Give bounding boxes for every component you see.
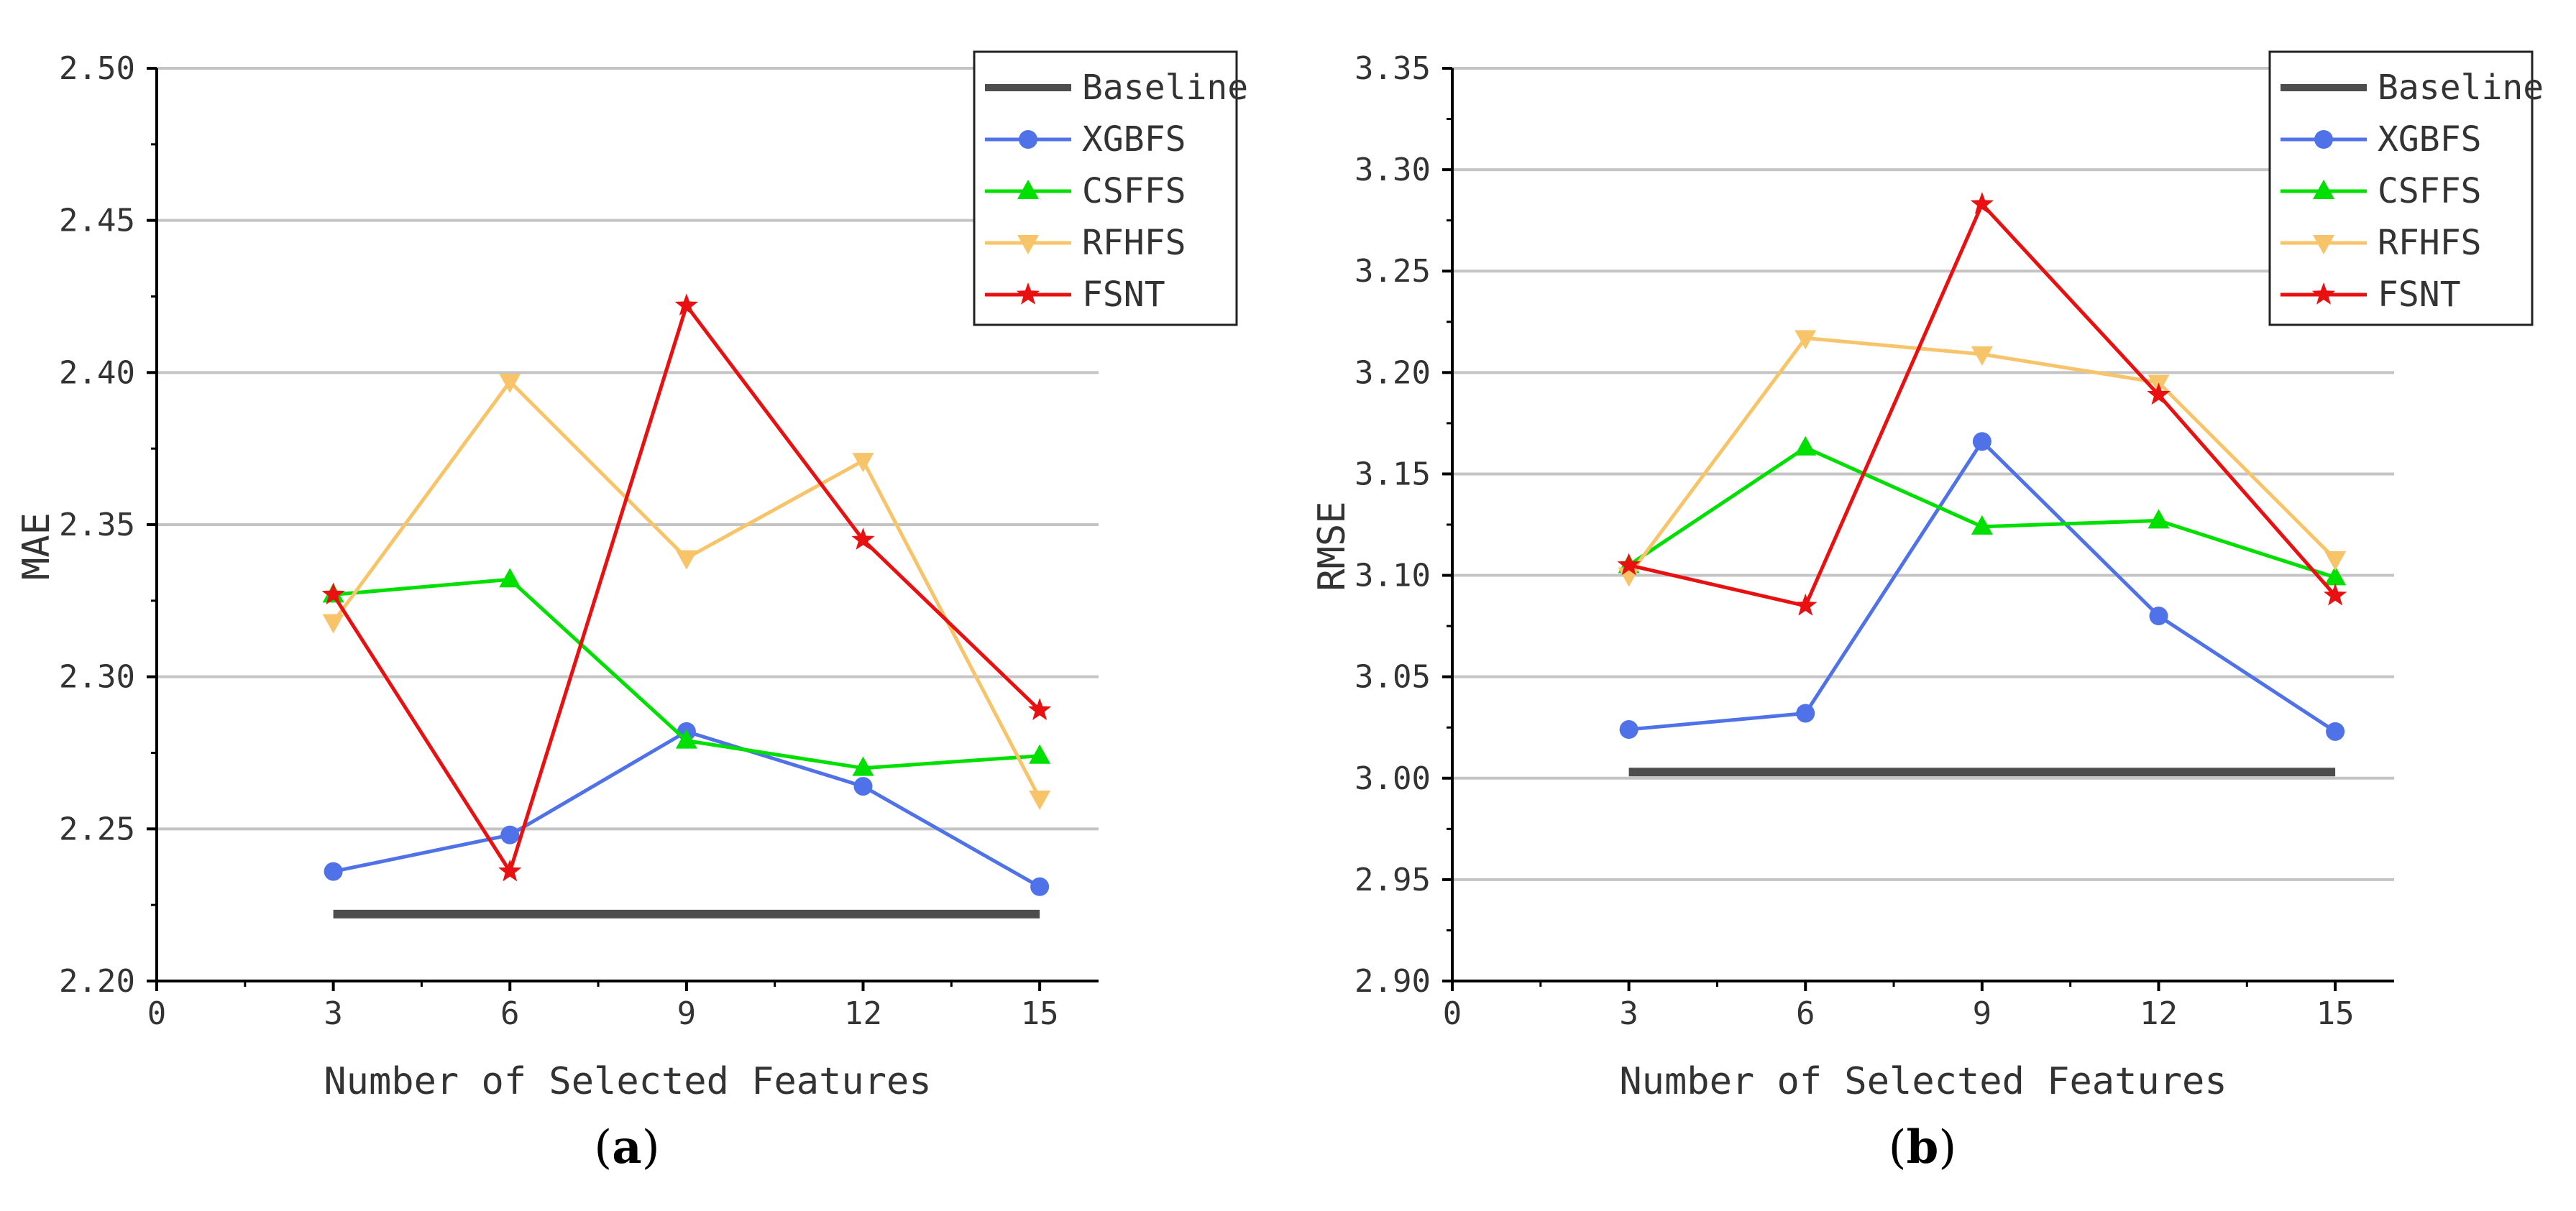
panel-b-point-fsnt — [1794, 593, 1818, 616]
panel-b-point-rfhfs — [2324, 551, 2347, 571]
panel-b-y-tick-label: 3.10 — [1355, 558, 1431, 594]
panel-b-y-tick-label: 2.95 — [1355, 862, 1431, 898]
panel-a-point-csffs — [1029, 744, 1051, 764]
panel-a-y-tick-label: 2.35 — [59, 507, 135, 543]
panel-b-y-tick-label: 3.25 — [1355, 253, 1431, 290]
panel-a-x-tick-label: 12 — [844, 995, 882, 1032]
panel-a-x-tick-label: 3 — [324, 995, 343, 1032]
panel-b-point-fsnt — [1617, 553, 1641, 576]
panel-b-point-xgbfs — [1972, 432, 1991, 451]
panel-b-legend-box — [2268, 50, 2534, 326]
panel-a-x-tick-label: 9 — [677, 995, 697, 1032]
panel-a-y-tick-label: 2.20 — [59, 963, 135, 1000]
panel-b-y-tick-label: 3.15 — [1355, 456, 1431, 492]
panel-b-legend-label-csffs: CSFFS — [2378, 171, 2482, 211]
panel-b-point-fsnt — [1970, 192, 1994, 214]
panel-b-y-tick-label: 3.35 — [1355, 50, 1431, 87]
panel-a-y-tick-label: 2.45 — [59, 203, 135, 239]
panel-a-point-rfhfs — [1029, 791, 1051, 810]
panel-b-point-csffs — [1971, 515, 1993, 535]
panel-b-y-tick-label: 2.90 — [1355, 963, 1431, 1000]
panel-a-legend-box — [973, 50, 1238, 326]
panel-b-legend-marker-rfhfs — [2313, 235, 2334, 254]
panel-b-x-tick-label: 15 — [2316, 995, 2355, 1032]
panel-a-series-line-fsnt — [331, 303, 1042, 874]
panel-b-label: (b) — [1889, 1120, 1957, 1174]
panel-b-x-tick-label: 3 — [1619, 995, 1638, 1032]
panel-b-x-tick-label: 6 — [1796, 995, 1815, 1032]
panel-a-point-rfhfs — [322, 614, 344, 634]
panel-b-point-xgbfs — [2149, 607, 2168, 625]
panel-a-y-tick-label: 2.25 — [59, 811, 135, 847]
panel-a-legend-marker-fsnt — [1016, 282, 1040, 305]
panel-b-y-tick-label: 3.20 — [1355, 354, 1431, 391]
panel-b-point-csffs — [2324, 566, 2347, 586]
panel-b-x-tick-label: 0 — [1443, 995, 1462, 1032]
panel-b-series-line-xgbfs — [1627, 439, 2337, 734]
panel-b-legend-label-baseline: Baseline — [2378, 68, 2544, 108]
panel-b-point-fsnt — [2147, 382, 2171, 405]
panel-a-point-rfhfs — [675, 550, 697, 570]
panel-b-x-tick-label: 9 — [1973, 995, 1992, 1032]
panel-a-point-csffs — [499, 568, 521, 588]
panel-b-legend-marker-xgbfs — [2314, 130, 2333, 149]
chart-panel-b: 2.90 2.95 3.00 3.05 3.10 3.15 3.20 3.25 3.30 3.35… — [1311, 50, 2544, 1174]
panel-b-x-tick-label: 12 — [2140, 995, 2178, 1032]
panel-a-point-fsnt — [851, 528, 875, 550]
panel-a-legend-marker-xgbfs — [1019, 130, 1037, 149]
panel-b-point-xgbfs — [1619, 720, 1638, 740]
panel-a-point-csffs — [675, 729, 697, 749]
panel-b-y-axis-title: RMSE — [1311, 501, 1354, 591]
panel-b-point-rfhfs — [1618, 567, 1640, 587]
panel-b-point-rfhfs — [1795, 330, 1817, 350]
panel-a-label: (a) — [594, 1120, 659, 1174]
panel-a-point-xgbfs — [1030, 877, 1050, 896]
panel-a-x-axis-title: Number of Selected Features — [324, 1060, 931, 1103]
panel-a-legend-label-baseline: Baseline — [1082, 68, 1248, 108]
panel-b-point-rfhfs — [1971, 346, 1993, 366]
panel-b-y-tick-label: 3.30 — [1355, 152, 1431, 188]
panel-b-y-tick-label: 3.00 — [1355, 760, 1431, 797]
panel-b-x-axis-title: Number of Selected Features — [1619, 1060, 2227, 1103]
panel-a-point-xgbfs — [853, 777, 873, 796]
panel-a-x-tick-label: 0 — [147, 995, 167, 1032]
panel-a-y-tick-label: 2.40 — [59, 354, 135, 391]
panel-b-point-csffs — [1795, 436, 1817, 456]
panel-b-legend-label-rfhfs: RFHFS — [2378, 223, 2482, 263]
chart-panel-a: 2.20 2.25 2.30 2.35 2.40 2.45 2.50 0 3 6 9 12 15 Numb… — [15, 50, 1248, 1174]
panel-a-x-tick-label: 15 — [1021, 995, 1059, 1032]
panel-b-series-line-fsnt — [1627, 202, 2337, 608]
panel-b-legend-label-fsnt: FSNT — [2378, 275, 2461, 315]
panel-a-series-line-xgbfs — [331, 729, 1042, 889]
panel-a-legend-marker-rfhfs — [1017, 235, 1039, 254]
panel-a-point-xgbfs — [500, 825, 520, 844]
panel-a-legend-label-rfhfs: RFHFS — [1082, 223, 1186, 263]
panel-b-point-xgbfs — [2326, 722, 2345, 741]
panel-b-point-csffs — [2148, 509, 2170, 529]
panel-b-series-line-csffs — [1627, 446, 2337, 579]
panel-a-legend-label-csffs: CSFFS — [1082, 171, 1186, 211]
panel-a-legend-label-fsnt: FSNT — [1082, 275, 1165, 315]
panel-a-point-rfhfs — [852, 453, 874, 473]
panel-a-point-fsnt — [1028, 698, 1052, 720]
panel-a-point-fsnt — [321, 582, 345, 605]
panel-a-x-tick-label: 6 — [500, 995, 520, 1032]
panel-b-legend-marker-fsnt — [2311, 282, 2336, 305]
panel-a-point-fsnt — [674, 293, 698, 316]
panel-a-point-xgbfs — [324, 862, 343, 881]
panel-a-y-tick-label: 2.50 — [59, 50, 135, 87]
panel-b-point-fsnt — [2324, 583, 2347, 606]
panel-a-y-tick-label: 2.30 — [59, 659, 135, 696]
panel-b-legend-marker-csffs — [2313, 180, 2334, 199]
panel-a-point-csffs — [852, 756, 874, 776]
panel-a-point-rfhfs — [499, 374, 521, 394]
panel-b-point-xgbfs — [1796, 704, 1815, 723]
panel-a-legend-marker-csffs — [1017, 180, 1039, 199]
panel-b-legend-label-xgbfs: XGBFS — [2378, 119, 2482, 160]
panel-b-y-tick-label: 3.05 — [1355, 659, 1431, 696]
panel-a-y-axis-title: MAE — [15, 512, 58, 580]
panel-a-point-fsnt — [498, 859, 522, 882]
panel-a-legend-label-xgbfs: XGBFS — [1082, 119, 1186, 160]
